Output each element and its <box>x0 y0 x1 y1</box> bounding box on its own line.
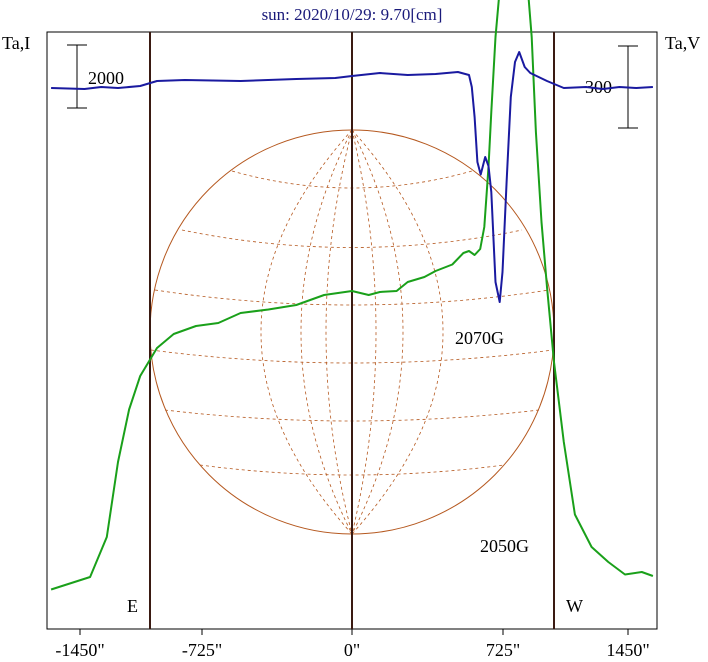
grid-meridian <box>351 129 444 535</box>
scale-bar-left <box>67 44 87 109</box>
grid-meridian <box>351 129 377 535</box>
right-axis-label: Ta,V <box>665 33 700 53</box>
chart-title: sun: 2020/10/29: 9.70[cm] <box>262 5 443 24</box>
series-line-1 <box>51 51 653 303</box>
series-line-0 <box>50 0 654 591</box>
x-tick-label: 725" <box>486 640 520 660</box>
grid-parallel <box>181 229 523 248</box>
x-tick-label: -725" <box>182 640 222 660</box>
grid-meridian <box>300 129 353 535</box>
x-tick-label: -1450" <box>55 640 104 660</box>
x-tick-label: 0" <box>344 640 360 660</box>
scale-bar-left-label: 2000 <box>88 68 124 88</box>
annotation-2070g: 2070G <box>455 328 504 348</box>
left-axis-label: Ta,I <box>2 33 30 53</box>
east-limb-label: E <box>127 596 138 616</box>
scale-bar-right-label: 300 <box>585 77 612 97</box>
grid-parallel <box>150 349 554 364</box>
grid-parallel <box>154 289 550 306</box>
x-tick-label: 1450" <box>606 640 649 660</box>
grid-meridian <box>351 129 404 535</box>
vertical-markers <box>149 32 555 629</box>
west-limb-label: W <box>566 596 583 616</box>
series-group <box>50 0 654 591</box>
grid-meridian <box>325 129 353 535</box>
annotation-2050g: 2050G <box>480 536 529 556</box>
x-ticks: -1450" -725" 0" 725" 1450" <box>55 629 650 660</box>
